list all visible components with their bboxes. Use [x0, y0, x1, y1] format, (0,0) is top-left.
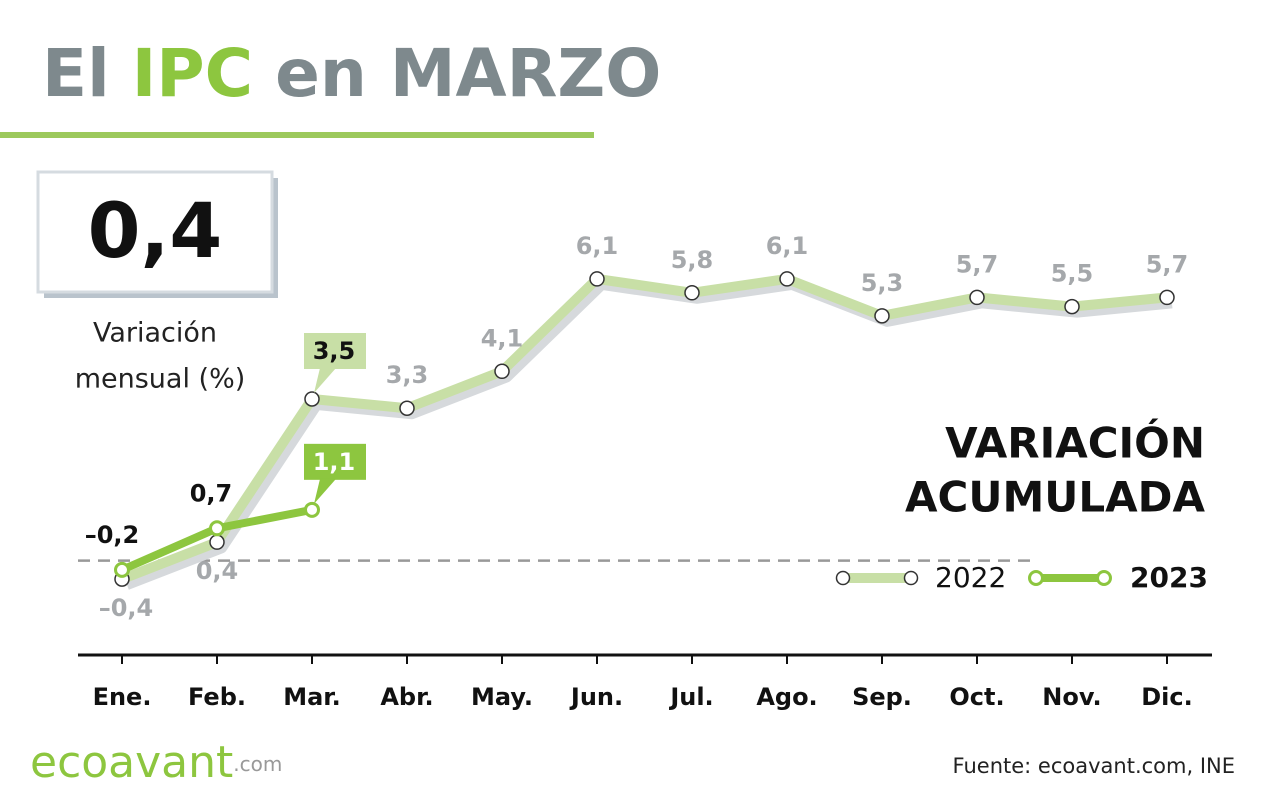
x-tick-label: Feb.: [188, 683, 246, 711]
legend-marker: [1028, 570, 1044, 586]
data-label: 4,1: [481, 324, 524, 352]
data-point: [209, 534, 225, 550]
data-point: [684, 285, 700, 301]
x-tick-label: Nov.: [1042, 683, 1101, 711]
legend-label: 2023: [1130, 561, 1208, 594]
title-part: El: [42, 35, 110, 112]
logo-text: ecoavant: [30, 737, 233, 788]
logo: ecoavant.com: [30, 737, 282, 788]
data-label: 6,1: [576, 232, 619, 260]
data-point: [1159, 289, 1175, 306]
data-label: 1,1: [313, 448, 356, 476]
headline-caption: Variación: [93, 318, 217, 349]
x-tick-label: Ene.: [93, 683, 152, 711]
data-point: [304, 391, 320, 407]
source: Fuente: ecoavant.com, INE: [953, 754, 1235, 778]
data-label: –0,2: [85, 521, 140, 549]
headline-caption: mensual (%): [75, 364, 246, 395]
label-pointer: [314, 368, 336, 393]
data-point: [209, 520, 225, 537]
x-tick-label: Dic.: [1141, 683, 1193, 711]
label-box: [304, 443, 366, 480]
data-label: 5,5: [1051, 260, 1094, 288]
data-label: 6,1: [766, 232, 809, 260]
x-tick-label: Mar.: [283, 683, 341, 711]
data-label: 0,7: [190, 479, 233, 507]
legend-marker: [835, 570, 851, 586]
data-point: [494, 363, 510, 380]
data-label: 3,5: [313, 337, 356, 365]
title-part: IPC: [132, 35, 253, 112]
data-label: 3,3: [386, 361, 429, 389]
logo-suffix: .com: [233, 752, 282, 776]
data-point: [969, 289, 985, 306]
subtitle: VARIACIÓN: [945, 418, 1205, 468]
headline-value: 0,4: [88, 186, 223, 275]
title-part: en MARZO: [275, 35, 661, 112]
data-point: [114, 561, 130, 578]
data-label: 5,7: [1146, 250, 1189, 278]
x-tick-label: Ago.: [756, 683, 817, 711]
legend-marker: [903, 570, 919, 586]
x-tick-label: Abr.: [380, 683, 433, 711]
x-tick-label: Oct.: [949, 683, 1004, 711]
x-tick-label: Sep.: [852, 683, 912, 711]
legend-marker: [1096, 570, 1112, 586]
data-point: [304, 501, 320, 518]
data-label: 5,8: [671, 246, 714, 274]
headline-box: [36, 170, 274, 294]
data-point: [1064, 298, 1080, 315]
x-tick-label: May.: [471, 683, 533, 711]
data-point: [589, 271, 605, 287]
line-shadow: [125, 279, 1173, 590]
chart-title: El IPC en MARZO: [42, 35, 661, 112]
label-box: [304, 333, 366, 369]
label-pointer: [314, 478, 336, 504]
x-tick-label: Jun.: [569, 683, 623, 711]
data-label: –0,4: [99, 594, 154, 622]
data-label: 0,4: [196, 557, 239, 585]
data-point: [874, 308, 890, 324]
legend-label: 2022: [935, 561, 1006, 594]
data-label: 5,7: [956, 250, 999, 278]
data-point: [779, 271, 795, 287]
x-tick-label: Jul.: [668, 683, 713, 711]
title-underline: [0, 132, 594, 138]
data-label: 5,3: [861, 269, 904, 297]
subtitle: ACUMULADA: [905, 473, 1205, 522]
data-point: [399, 400, 415, 416]
series-line: [120, 273, 1168, 584]
